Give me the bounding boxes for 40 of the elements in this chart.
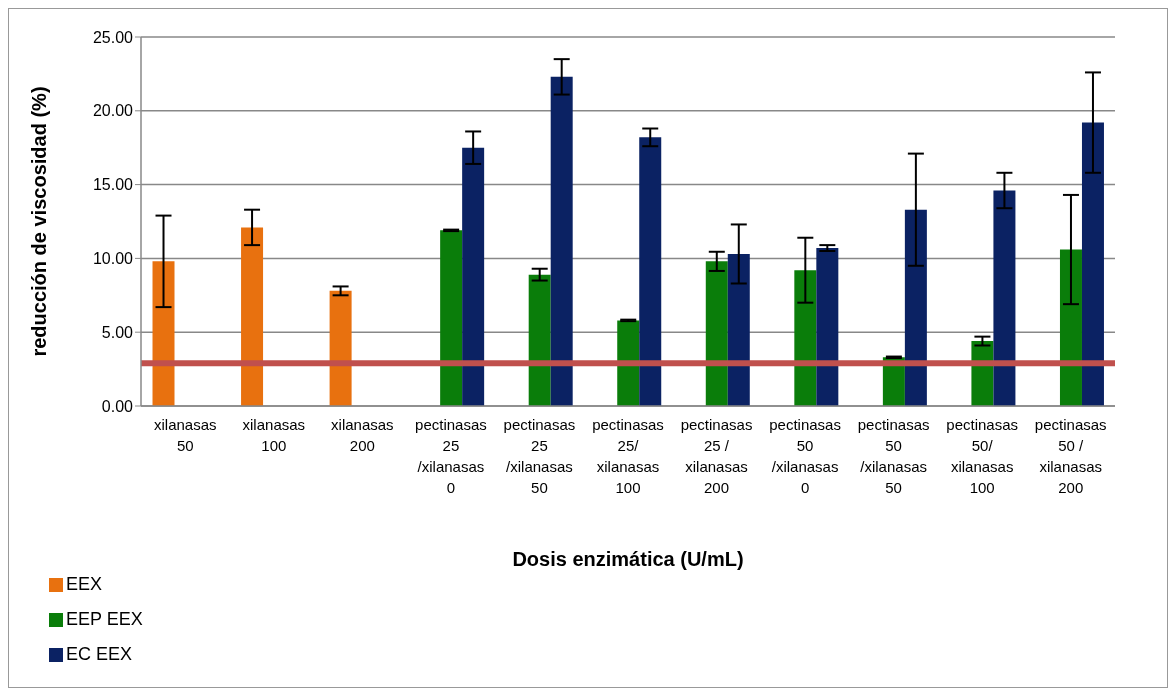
bar — [1059, 249, 1082, 406]
bar — [904, 209, 927, 406]
bar — [440, 230, 463, 406]
bar — [794, 270, 817, 406]
x-tick-label: pectinasas 25/ xilanasas 100 — [592, 416, 664, 496]
x-tick-label: xilanasas 50 — [154, 416, 217, 454]
bar — [1081, 122, 1104, 406]
bar — [971, 341, 994, 406]
y-tick-label: 15.00 — [92, 176, 134, 194]
bar — [727, 253, 750, 406]
y-tick-label: 5.00 — [101, 323, 134, 341]
y-axis-title: reducción de viscosidad (%) — [28, 86, 51, 357]
bar — [241, 227, 264, 406]
legend-label: EEP EEX — [66, 609, 143, 630]
bar — [462, 147, 485, 406]
bar — [816, 248, 839, 406]
x-tick-label: pectinasas 25 /xilanasas 50 — [503, 416, 576, 496]
y-tick-label: 10.00 — [92, 250, 134, 268]
x-tick-label: pectinasas 25 / xilanasas 200 — [680, 416, 753, 496]
x-tick-label: pectinasas 25 /xilanasas 0 — [415, 416, 487, 496]
bar — [528, 274, 551, 406]
legend-label: EC EEX — [66, 644, 133, 665]
x-tick-label: pectinasas 50 /xilanasas 0 — [769, 416, 841, 496]
y-tick-label: 0.00 — [101, 397, 134, 415]
x-tick-label: xilanasas 200 — [331, 416, 394, 454]
y-tick-label: 25.00 — [92, 28, 134, 46]
bar — [639, 137, 662, 406]
bar — [550, 76, 573, 406]
bar — [705, 261, 728, 406]
legend-label: EEX — [66, 574, 103, 595]
x-axis-title: Dosis enzimática (U/mL) — [512, 548, 744, 570]
bar — [329, 290, 352, 406]
y-tick-label: 20.00 — [92, 102, 134, 120]
bar — [617, 320, 640, 406]
bar — [152, 261, 175, 406]
bar — [993, 190, 1016, 406]
x-tick-label: pectinasas 50/ xilanasas 100 — [946, 416, 1019, 496]
x-tick-label: pectinasas 50 / xilanasas 200 — [1034, 416, 1107, 496]
x-tick-label: pectinasas 50 /xilanasas 50 — [857, 416, 930, 496]
x-tick-label: xilanasas 100 — [242, 416, 306, 454]
